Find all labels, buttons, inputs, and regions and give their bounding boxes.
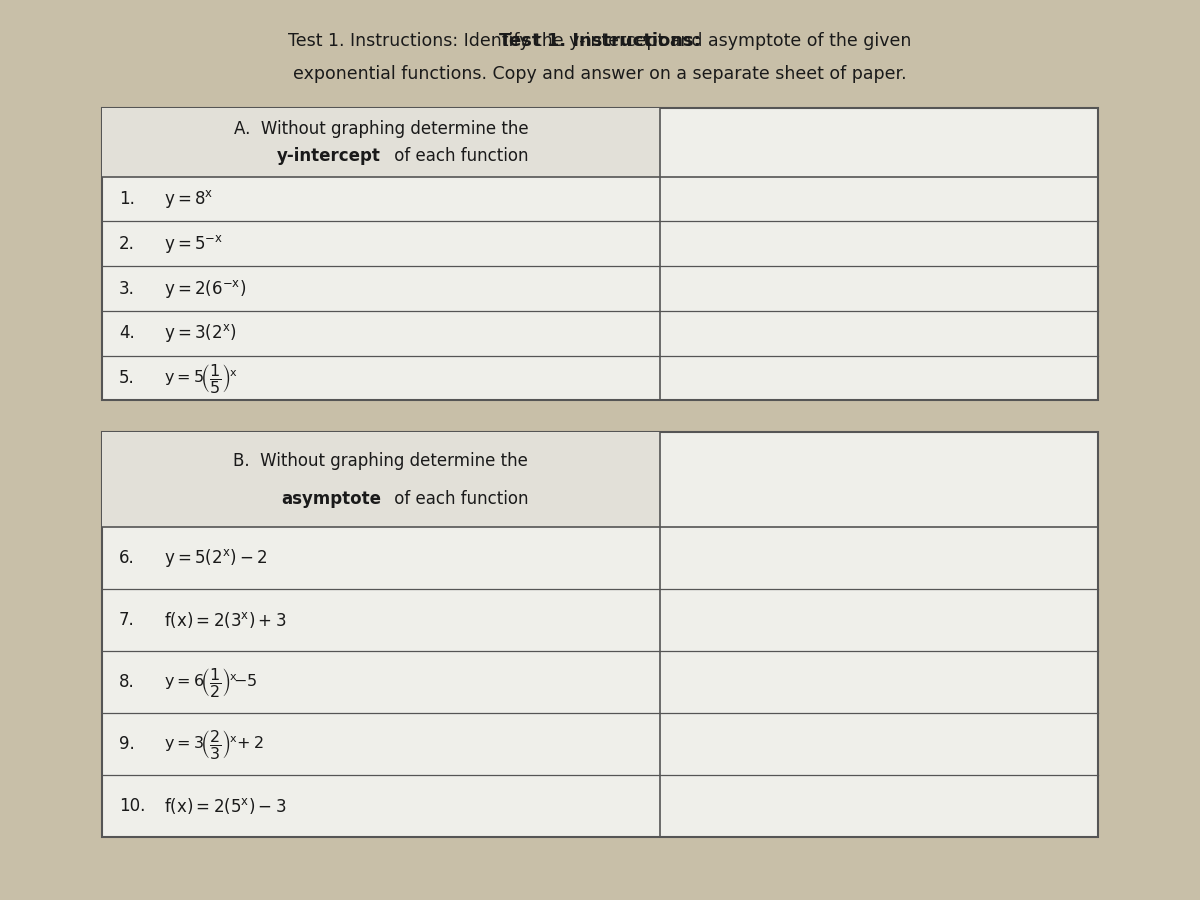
Text: exponential functions. Copy and answer on a separate sheet of paper.: exponential functions. Copy and answer o… (293, 65, 907, 83)
Text: of each function: of each function (389, 490, 528, 508)
Text: $\mathsf{y = 3(2^x)}$: $\mathsf{y = 3(2^x)}$ (164, 322, 236, 345)
Text: $\mathsf{y} = \mathsf{6}\!\left(\dfrac{1}{2}\right)^{\!\mathsf{x}}\!\mathsf{- 5}: $\mathsf{y} = \mathsf{6}\!\left(\dfrac{1… (164, 666, 258, 698)
Text: $\mathsf{f(x) = 2(5^x) - 3}$: $\mathsf{f(x) = 2(5^x) - 3}$ (164, 796, 287, 816)
Bar (102, 432, 660, 527)
Text: 2.: 2. (119, 235, 134, 253)
Text: y-intercept: y-intercept (277, 147, 380, 165)
Text: Test 1. Instructions: Identify the y-intercept and asymptote of the given: Test 1. Instructions: Identify the y-int… (288, 32, 912, 50)
Bar (102, 108, 1098, 400)
Text: 9.: 9. (119, 735, 134, 753)
Text: $\mathsf{y = 2(6^{-x})}$: $\mathsf{y = 2(6^{-x})}$ (164, 277, 247, 300)
Text: $\mathsf{y = 5^{-x}}$: $\mathsf{y = 5^{-x}}$ (164, 233, 223, 255)
Text: $\mathsf{y = 8^x}$: $\mathsf{y = 8^x}$ (164, 188, 214, 210)
Text: B.  Without graphing determine the: B. Without graphing determine the (234, 452, 528, 470)
Text: 7.: 7. (119, 611, 134, 629)
Text: $\mathsf{f(x) = 2(3^x) + 3}$: $\mathsf{f(x) = 2(3^x) + 3}$ (164, 610, 287, 630)
Text: $\mathsf{y} = \mathsf{3}\!\left(\dfrac{2}{3}\right)^{\!\mathsf{x}}\!+\mathsf{2}$: $\mathsf{y} = \mathsf{3}\!\left(\dfrac{2… (164, 727, 264, 760)
Text: 6.: 6. (119, 549, 134, 567)
Text: 1.: 1. (119, 190, 134, 208)
Text: 4.: 4. (119, 324, 134, 342)
Text: 3.: 3. (119, 280, 134, 298)
Text: $\mathsf{y = 5(2^x) - 2}$: $\mathsf{y = 5(2^x) - 2}$ (164, 547, 268, 569)
Text: asymptote: asymptote (281, 490, 380, 508)
Text: A.  Without graphing determine the: A. Without graphing determine the (234, 120, 528, 138)
Text: 8.: 8. (119, 673, 134, 691)
Text: 10.: 10. (119, 797, 145, 815)
Text: of each function: of each function (389, 147, 528, 165)
Text: $\mathsf{y} = \mathsf{5}\!\left(\dfrac{1}{5}\right)^{\!\mathsf{x}}$: $\mathsf{y} = \mathsf{5}\!\left(\dfrac{1… (164, 362, 238, 394)
Bar (102, 108, 660, 176)
Bar (102, 432, 1098, 837)
Text: 5.: 5. (119, 369, 134, 387)
Text: Test 1. Instructions:: Test 1. Instructions: (499, 32, 701, 50)
